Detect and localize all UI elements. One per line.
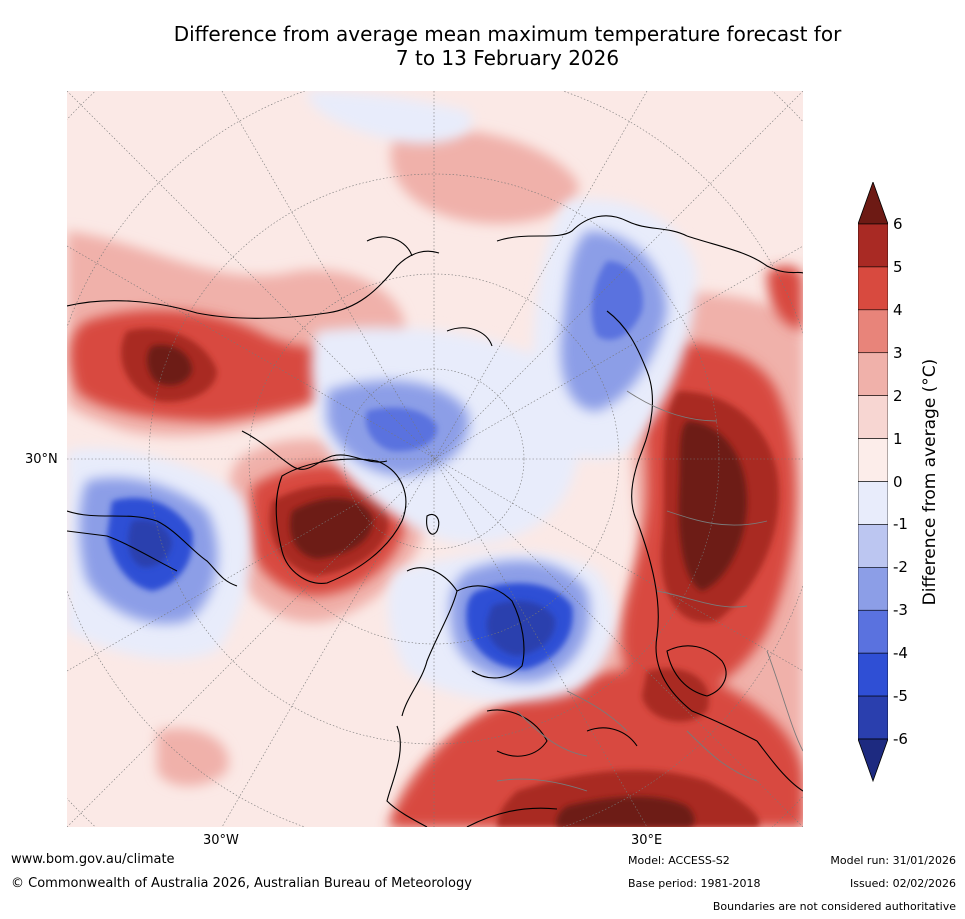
colorbar-overflow-top bbox=[858, 182, 888, 225]
footer-model: Model: ACCESS-S2 bbox=[628, 854, 730, 867]
colorbar-tick-label: -4 bbox=[893, 644, 908, 663]
colorbar-tick-label: 4 bbox=[893, 300, 903, 319]
colorbar-band bbox=[858, 652, 888, 697]
colorbar-band bbox=[858, 309, 888, 354]
colorbar-tick-label: 6 bbox=[893, 215, 903, 233]
colorbar-tick-label: 1 bbox=[893, 429, 903, 448]
footer-issued: Issued: 02/02/2026 bbox=[849, 877, 956, 890]
title-line-2: 7 to 13 February 2026 bbox=[395, 46, 620, 70]
colorbar-tick-label: -6 bbox=[893, 730, 908, 748]
colorbar bbox=[858, 182, 888, 782]
colorbar-label: Difference from average (°C) bbox=[920, 358, 940, 606]
coastlines bbox=[67, 215, 803, 827]
colorbar-band bbox=[858, 609, 888, 654]
colorbar-overflow-bottom bbox=[858, 738, 888, 782]
colorbar-tick-label: -5 bbox=[893, 687, 908, 706]
colorbar-tick-label: 3 bbox=[893, 343, 903, 362]
lon-label-30e: 30°E bbox=[631, 833, 663, 848]
footer-model-run: Model run: 31/01/2026 bbox=[830, 854, 956, 867]
colorbar-band bbox=[858, 481, 888, 525]
colorbar-band bbox=[858, 438, 888, 482]
footer-website[interactable]: www.bom.gov.au/climate bbox=[11, 852, 175, 867]
colorbar-tick-label: 0 bbox=[893, 472, 903, 491]
colorbar-band bbox=[858, 352, 888, 396]
national-boundaries bbox=[496, 390, 803, 792]
lat-label-30n: 30°N bbox=[25, 452, 58, 467]
colorbar-bands bbox=[858, 223, 888, 740]
colorbar-band bbox=[858, 524, 888, 568]
anomaly-map-svg bbox=[67, 91, 803, 827]
colorbar-band bbox=[858, 395, 888, 439]
colorbar-band bbox=[858, 266, 888, 311]
footer-copyright: © Commonwealth of Australia 2026, Austra… bbox=[11, 876, 472, 891]
map-title: Difference from average mean maximum tem… bbox=[60, 22, 955, 70]
graticule bbox=[67, 91, 803, 827]
colorbar-tick-label: 5 bbox=[893, 257, 903, 276]
colorbar-tick-label: -2 bbox=[893, 558, 908, 577]
footer-disclaimer: Boundaries are not considered authoritat… bbox=[712, 900, 956, 913]
lon-label-30w: 30°W bbox=[203, 833, 239, 848]
colorbar-tick-label: -1 bbox=[893, 515, 908, 534]
colorbar-band bbox=[858, 695, 888, 740]
anomaly-map bbox=[67, 91, 803, 827]
footer-base-period: Base period: 1981-2018 bbox=[628, 877, 761, 890]
colorbar-band bbox=[858, 223, 888, 268]
colorbar-tick-label: -3 bbox=[893, 601, 908, 620]
colorbar-tick-label: 2 bbox=[893, 386, 903, 405]
title-line-1: Difference from average mean maximum tem… bbox=[173, 22, 842, 46]
colorbar-band bbox=[858, 567, 888, 611]
